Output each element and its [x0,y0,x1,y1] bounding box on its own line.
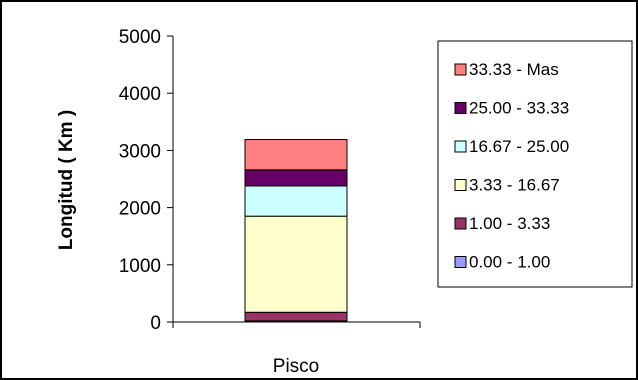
legend-swatch [454,217,467,230]
legend-swatch [454,140,467,153]
legend-swatch [454,102,467,114]
legend-label: 0.00 - 1.00 [469,253,550,272]
y-axis-title: Longitud ( Km ) [56,110,77,250]
bar-segment [244,215,348,313]
y-tick-label: 0 [150,313,161,334]
y-tick-label: 1000 [119,256,161,277]
legend-swatch [454,256,467,268]
y-tick-label: 2000 [119,199,161,220]
legend: 33.33 - Mas 25.00 - 33.33 16.67 - 25.00 3.3… [437,40,633,288]
legend-label: 16.67 - 25.00 [469,137,569,156]
y-tick-label: 4000 [119,84,161,105]
legend-label: 25.00 - 33.33 [469,99,569,118]
legend-swatch [454,179,467,191]
bar-segment [244,169,348,187]
y-tick-label: 3000 [119,141,161,162]
bar-segment [244,139,348,171]
legend-swatch [454,63,467,76]
legend-label: 3.33 - 16.67 [469,176,560,195]
plot-area: 0 1000 2000 3000 4000 5000 [119,27,421,334]
x-category-label: Pisco [273,356,319,377]
bar-segment [244,311,348,322]
bar-segment [244,185,348,217]
y-tick-label: 5000 [119,27,161,48]
legend-label: 33.33 - Mas [469,60,559,79]
legend-box [437,40,633,288]
legend-label: 1.00 - 3.33 [469,214,550,233]
